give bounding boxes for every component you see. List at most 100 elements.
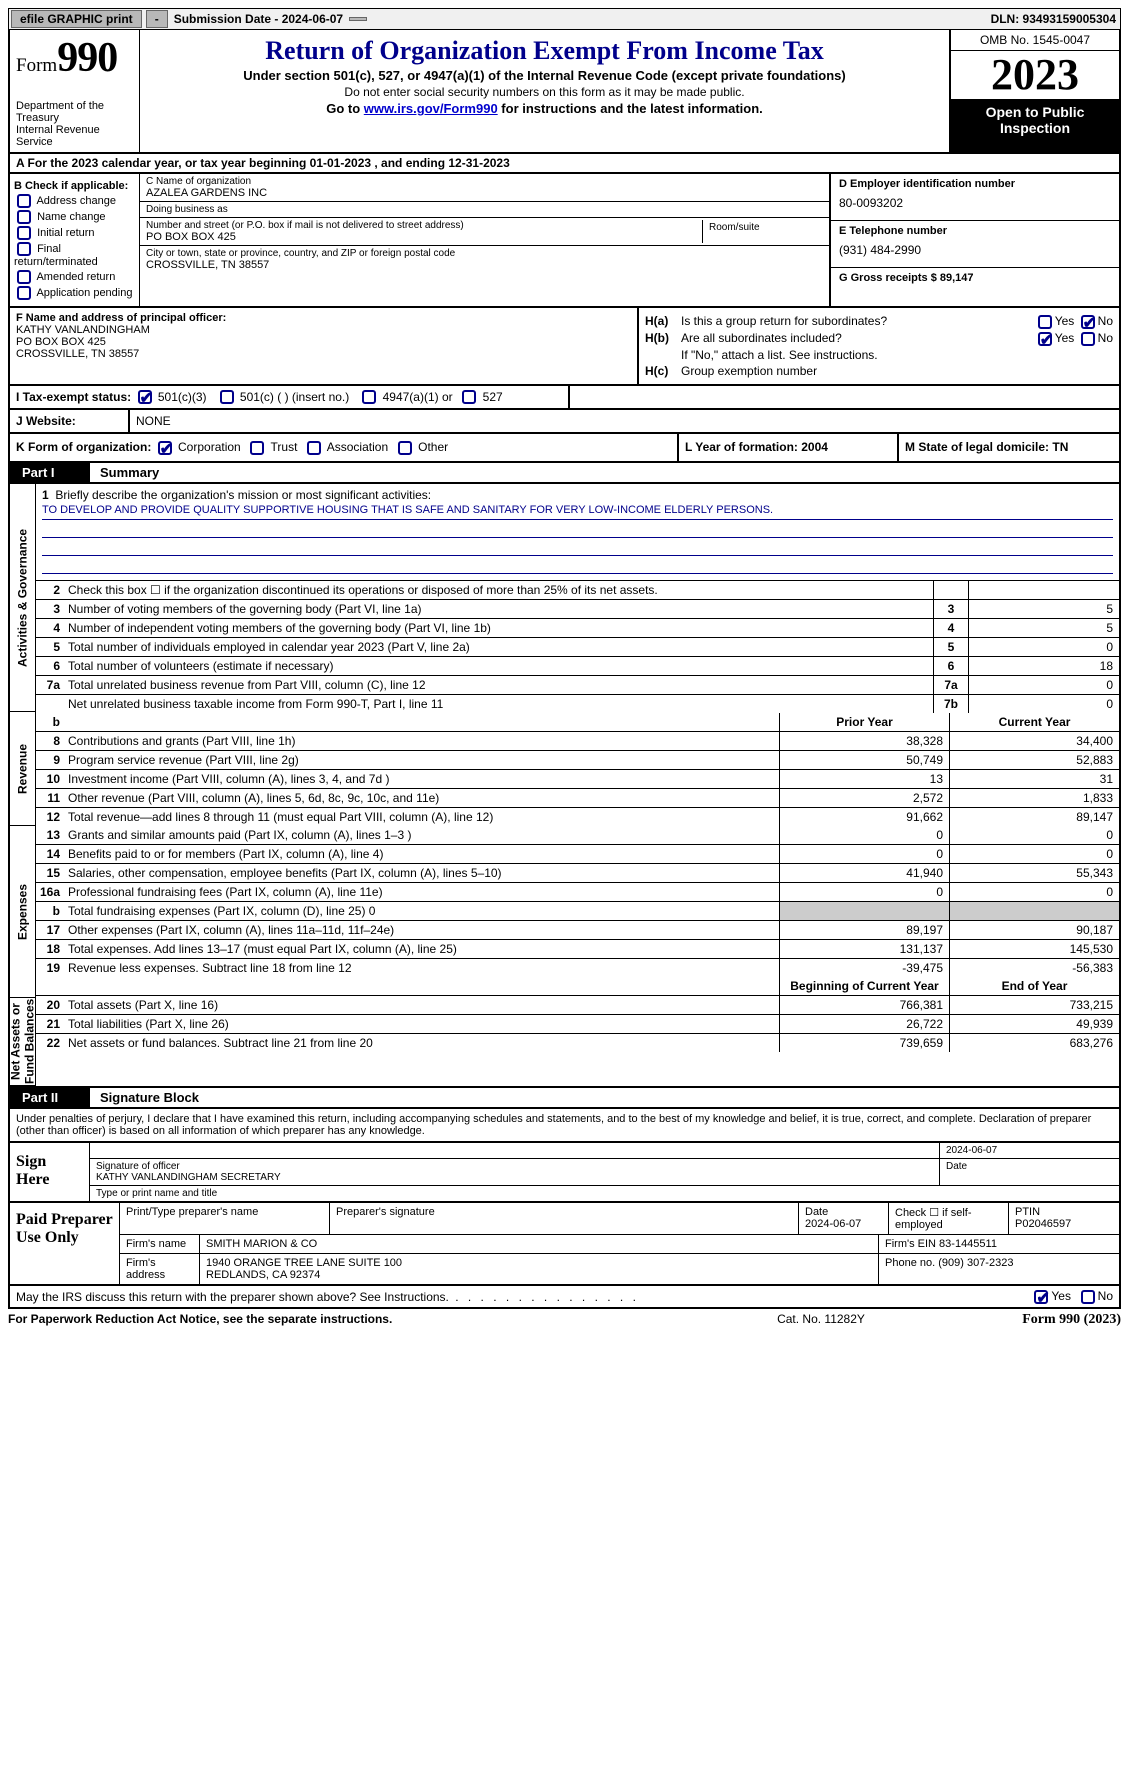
net-hdr: Beginning of Current Year End of Year	[36, 977, 1119, 996]
row-klm: K Form of organization: Corporation Trus…	[8, 434, 1121, 463]
chk-corp[interactable]	[158, 441, 172, 455]
chk-trust[interactable]	[250, 441, 264, 455]
footer: For Paperwork Reduction Act Notice, see …	[8, 1309, 1121, 1331]
type-name-lbl: Type or print name and title	[90, 1186, 1119, 1201]
discuss-no[interactable]	[1081, 1290, 1095, 1304]
col-beg-year: Beginning of Current Year	[779, 977, 949, 995]
sig-date: 2024-06-07	[939, 1143, 1119, 1158]
chk-4947[interactable]	[362, 390, 376, 404]
hc-txt: Group exemption number	[681, 364, 1113, 378]
chk-527[interactable]	[462, 390, 476, 404]
gov-row-2: 4Number of independent voting members of…	[36, 619, 1119, 638]
exp-row-3: 16aProfessional fundraising fees (Part I…	[36, 883, 1119, 902]
firm-ein: 83-1445511	[939, 1238, 997, 1250]
box-f: F Name and address of principal officer:…	[10, 308, 639, 384]
exp-row-1: 14Benefits paid to or for members (Part …	[36, 845, 1119, 864]
col-current-year: Current Year	[949, 713, 1119, 731]
city: CROSSVILLE, TN 38557	[146, 259, 823, 271]
irs-link[interactable]: www.irs.gov/Form990	[364, 101, 498, 116]
prep-sig-lbl: Preparer's signature	[330, 1203, 799, 1234]
cat-no: Cat. No. 11282Y	[721, 1312, 921, 1328]
efile-btn[interactable]: efile GRAPHIC print	[11, 10, 142, 28]
mission-lbl: Briefly describe the organization's miss…	[55, 488, 431, 502]
chk-amended[interactable]: Amended return	[14, 270, 135, 284]
goto-line: Go to www.irs.gov/Form990 for instructio…	[148, 101, 941, 116]
part2-hdr: Part II Signature Block	[8, 1088, 1121, 1109]
chk-assoc[interactable]	[307, 441, 321, 455]
part2-tag: Part II	[10, 1088, 90, 1107]
paperwork-notice: For Paperwork Reduction Act Notice, see …	[8, 1312, 721, 1328]
chk-initial[interactable]: Initial return	[14, 226, 135, 240]
box-b-hdr: B Check if applicable:	[14, 180, 135, 192]
b-spacer: b Prior Year Current Year	[36, 713, 1119, 732]
sep-btn	[349, 17, 367, 21]
part1-title: Summary	[90, 463, 1119, 482]
preparer-lbl: Paid Preparer Use Only	[10, 1203, 120, 1284]
org-name-lbl: C Name of organization	[146, 176, 823, 187]
box-b: B Check if applicable: Address change Na…	[10, 174, 140, 306]
firm-name: SMITH MARION & CO	[200, 1235, 879, 1253]
room-lbl: Room/suite	[709, 222, 817, 233]
sign-block: Sign Here 2024-06-07 Signature of office…	[8, 1143, 1121, 1203]
part2-title: Signature Block	[90, 1088, 1119, 1107]
row-i: I Tax-exempt status: 501(c)(3) 501(c) ( …	[8, 386, 1121, 411]
gov-row-4: 6Total number of volunteers (estimate if…	[36, 657, 1119, 676]
gov-row-1: 3Number of voting members of the governi…	[36, 600, 1119, 619]
city-lbl: City or town, state or province, country…	[146, 248, 823, 259]
firm-name-lbl: Firm's name	[120, 1235, 200, 1253]
addr: PO BOX BOX 425	[146, 231, 702, 243]
rev-row-1: 9Program service revenue (Part VIII, lin…	[36, 751, 1119, 770]
exp-row-6: 18Total expenses. Add lines 13–17 (must …	[36, 940, 1119, 959]
officer-addr: PO BOX BOX 425	[16, 336, 631, 348]
ein-lbl: D Employer identification number	[839, 178, 1111, 190]
irs-line: Internal Revenue Service	[16, 124, 133, 148]
col-end-year: End of Year	[949, 977, 1119, 995]
line-a: A For the 2023 calendar year, or tax yea…	[8, 154, 1121, 174]
vtab-net: Net Assets or Fund Balances	[10, 998, 35, 1086]
website: NONE	[130, 410, 1119, 432]
gov-row-6: Net unrelated business taxable income fr…	[36, 695, 1119, 713]
sign-here-lbl: Sign Here	[10, 1143, 90, 1201]
chk-501c3[interactable]	[138, 390, 152, 404]
ein: 80-0093202	[839, 190, 1111, 216]
print-btn[interactable]: -	[146, 10, 168, 28]
hb-tag: H(b)	[645, 331, 681, 345]
rev-row-3: 11Other revenue (Part VIII, column (A), …	[36, 789, 1119, 808]
box-d: D Employer identification number 80-0093…	[829, 174, 1119, 306]
ssn-notice: Do not enter social security numbers on …	[148, 85, 941, 99]
exp-row-7: 19Revenue less expenses. Subtract line 1…	[36, 959, 1119, 977]
chk-name[interactable]: Name change	[14, 210, 135, 224]
chk-address[interactable]: Address change	[14, 194, 135, 208]
gov-row-3: 5Total number of individuals employed in…	[36, 638, 1119, 657]
vtab-gov: Activities & Governance	[10, 484, 35, 712]
firm-addr-lbl: Firm's address	[120, 1254, 200, 1284]
form-number: Form990	[16, 34, 133, 82]
discuss-yes[interactable]	[1034, 1290, 1048, 1304]
hb-yn: Yes No	[983, 331, 1113, 346]
firm-addr1: 1940 ORANGE TREE LANE SUITE 100	[206, 1257, 872, 1269]
hb-note: If "No," attach a list. See instructions…	[681, 348, 1113, 362]
part1-tag: Part I	[10, 463, 90, 482]
vertical-tabs: Activities & Governance Revenue Expenses…	[10, 484, 36, 1086]
gross-receipts: G Gross receipts $ 89,147	[839, 272, 1111, 284]
j-lbl: J Website:	[10, 410, 130, 432]
row-j: J Website: NONE	[8, 410, 1121, 434]
chk-final[interactable]: Final return/terminated	[14, 242, 135, 268]
dln: DLN: 93493159005304	[987, 12, 1120, 26]
prep-date: 2024-06-07	[805, 1218, 861, 1230]
date-lbl: Date	[939, 1159, 1119, 1185]
summary-body: Activities & Governance Revenue Expenses…	[8, 484, 1121, 1088]
chk-pending[interactable]: Application pending	[14, 286, 135, 300]
org-name: AZALEA GARDENS INC	[146, 187, 823, 199]
form-subtitle: Under section 501(c), 527, or 4947(a)(1)…	[148, 68, 941, 83]
preparer-block: Paid Preparer Use Only Print/Type prepar…	[8, 1203, 1121, 1286]
rev-row-4: 12Total revenue—add lines 8 through 11 (…	[36, 808, 1119, 826]
chk-501c[interactable]	[220, 390, 234, 404]
m-state: M State of legal domicile: TN	[899, 434, 1119, 461]
net-row-2: 22Net assets or fund balances. Subtract …	[36, 1034, 1119, 1052]
chk-other[interactable]	[398, 441, 412, 455]
i-lbl: I Tax-exempt status:	[16, 390, 131, 404]
section-bcd: B Check if applicable: Address change Na…	[8, 174, 1121, 308]
ha-txt: Is this a group return for subordinates?	[681, 314, 983, 328]
officer-lbl: F Name and address of principal officer:	[16, 312, 631, 324]
